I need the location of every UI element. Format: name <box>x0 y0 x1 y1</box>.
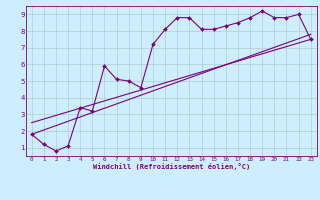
X-axis label: Windchill (Refroidissement éolien,°C): Windchill (Refroidissement éolien,°C) <box>92 163 250 170</box>
